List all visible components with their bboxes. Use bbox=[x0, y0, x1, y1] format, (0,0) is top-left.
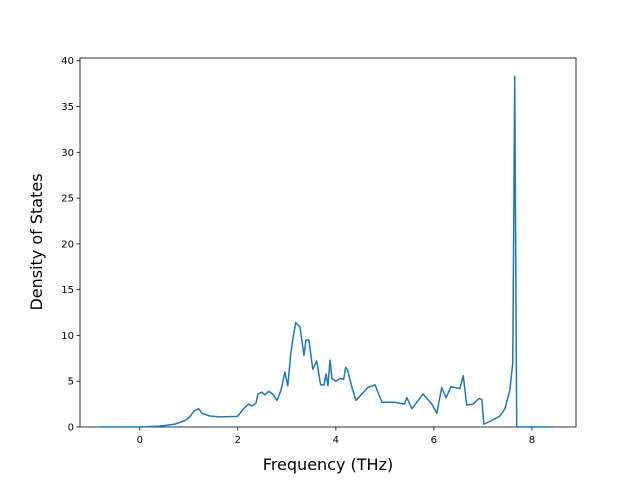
y-tick-label: 30 bbox=[61, 148, 74, 159]
y-tick-label: 5 bbox=[68, 377, 74, 388]
axes-frame bbox=[79, 57, 577, 428]
x-tick-label: 2 bbox=[235, 435, 241, 446]
x-tick-label: 8 bbox=[529, 435, 535, 446]
data-line bbox=[101, 75, 553, 428]
y-tick-label: 15 bbox=[61, 285, 74, 296]
y-tick-label: 10 bbox=[61, 331, 74, 342]
y-tick-label: 0 bbox=[68, 423, 74, 434]
y-tick-label: 35 bbox=[61, 102, 74, 113]
x-tick-label: 0 bbox=[137, 435, 143, 446]
y-tick-label: 20 bbox=[61, 239, 74, 250]
y-tick-label: 25 bbox=[61, 194, 74, 205]
x-tick-label: 4 bbox=[333, 435, 339, 446]
x-tick-label: 6 bbox=[431, 435, 437, 446]
x-axis-label: Frequency (THz) bbox=[263, 455, 393, 474]
y-axis-label: Density of States bbox=[27, 173, 46, 310]
y-tick-label: 40 bbox=[61, 56, 74, 67]
